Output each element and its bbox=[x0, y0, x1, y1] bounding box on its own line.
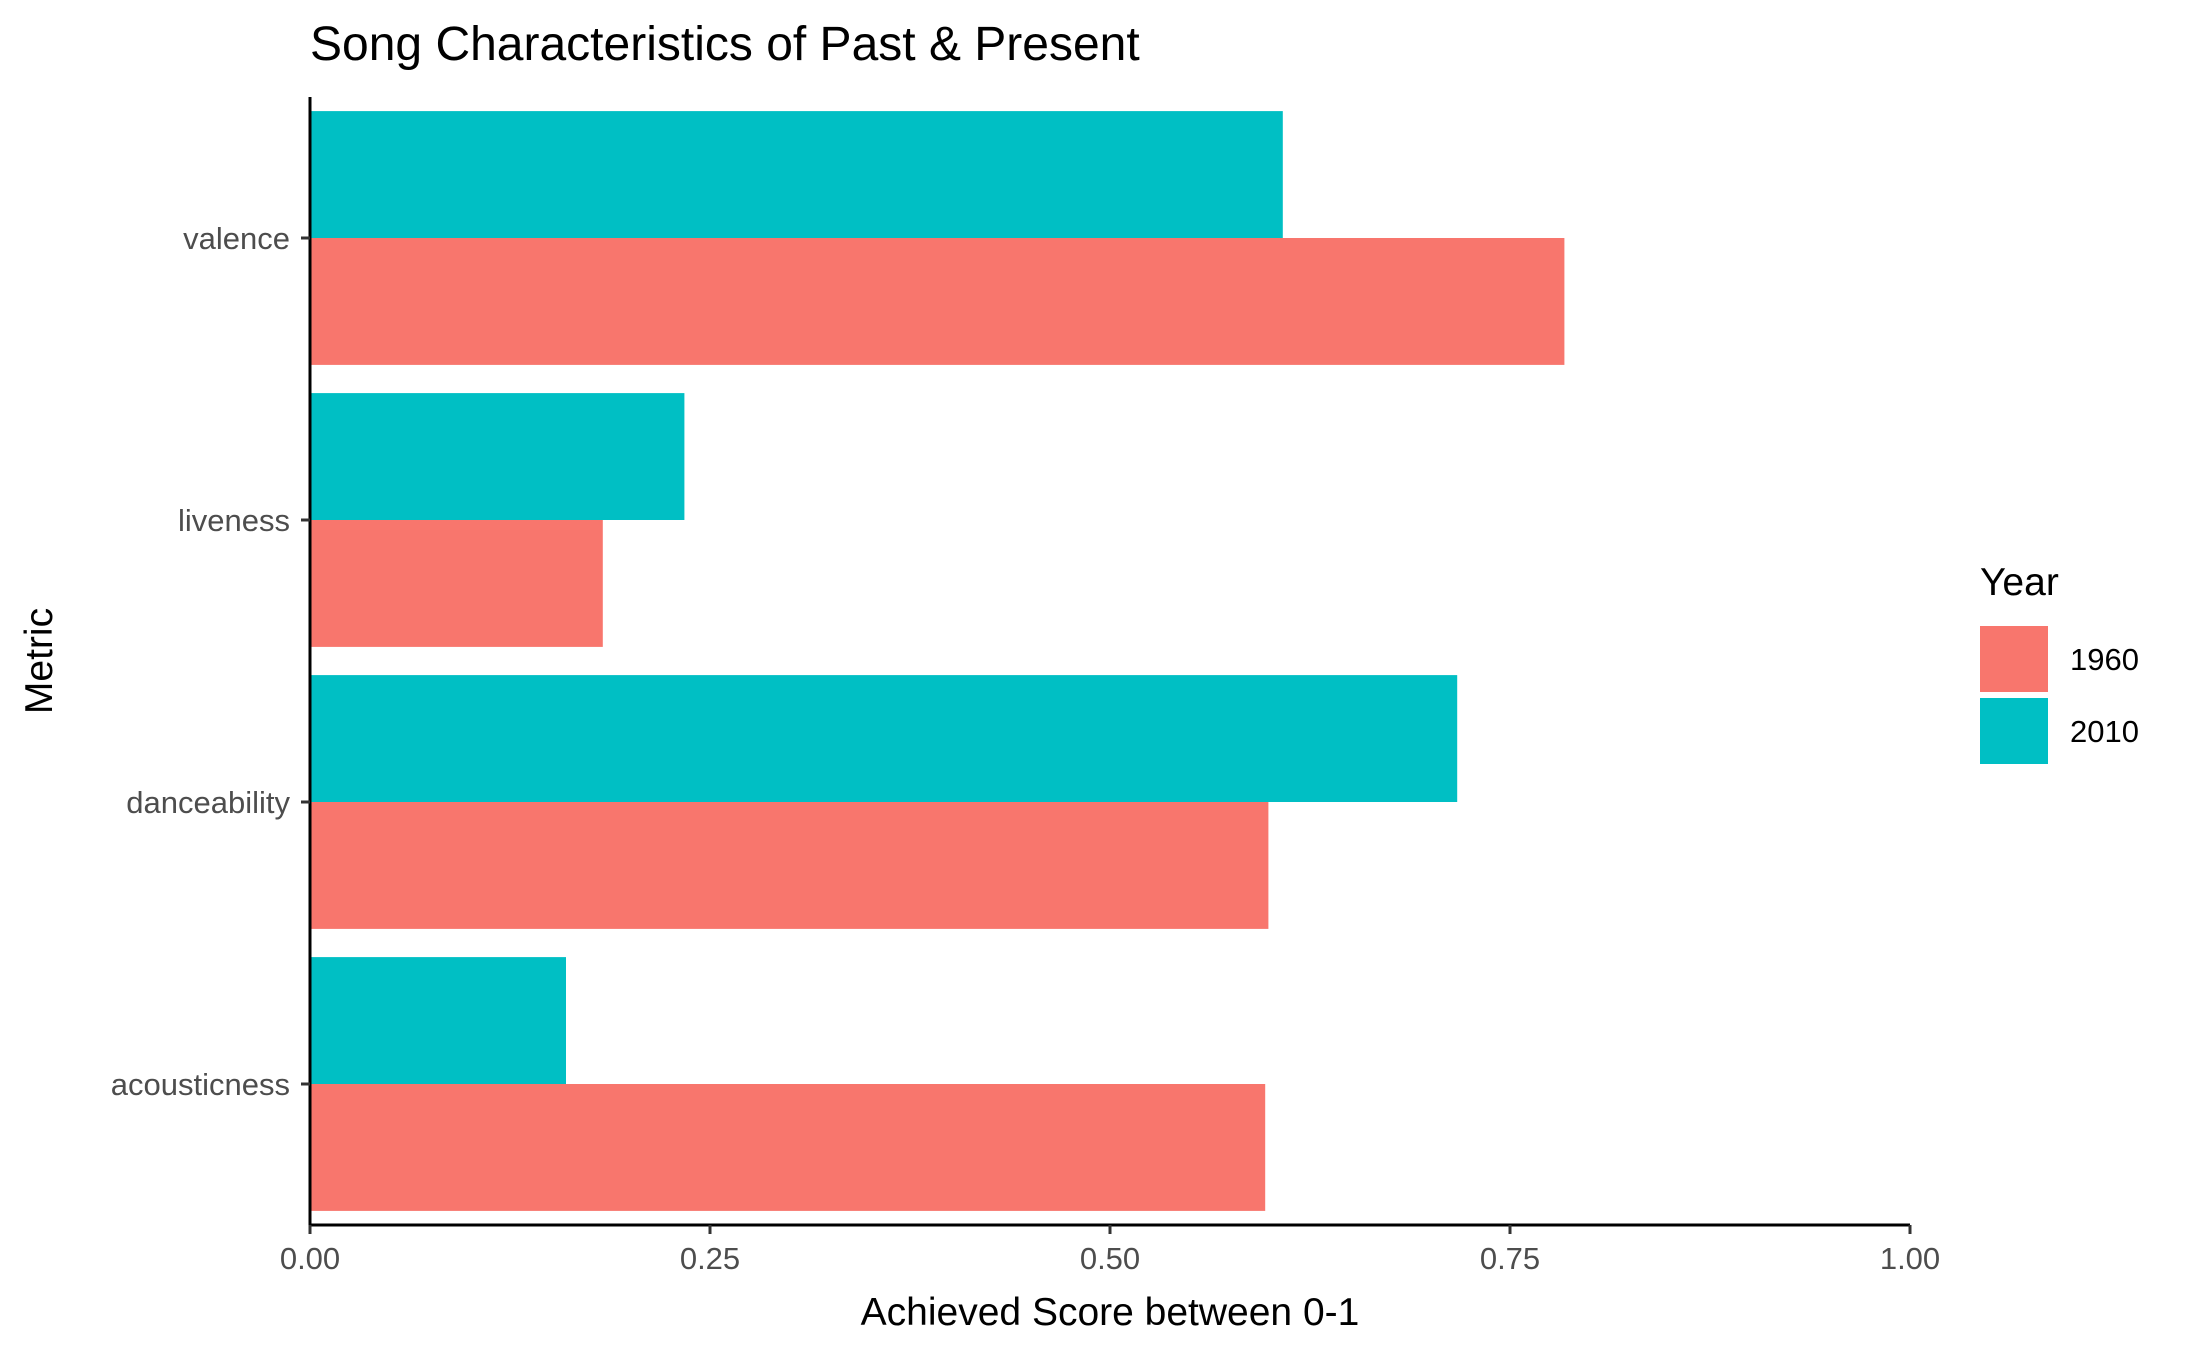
x-tick-label: 0.00 bbox=[280, 1241, 340, 1276]
bar-2010-liveness bbox=[310, 393, 685, 520]
bar-1960-danceability bbox=[310, 802, 1269, 929]
bar-1960-liveness bbox=[310, 520, 603, 647]
legend: Year 1960 2010 bbox=[1980, 561, 2139, 764]
bar-1960-acousticness bbox=[310, 1084, 1266, 1211]
legend-key-2010 bbox=[1980, 698, 2048, 764]
x-tick-label: 0.50 bbox=[1080, 1241, 1140, 1276]
bars-layer bbox=[310, 111, 1565, 1211]
x-axis-title: Achieved Score between 0-1 bbox=[861, 1291, 1360, 1334]
y-tick-label: acousticness bbox=[111, 1067, 290, 1102]
legend-title: Year bbox=[1980, 561, 2059, 604]
legend-entries: 1960 2010 bbox=[1980, 626, 2139, 764]
y-axis-ticks: acousticness danceability liveness valence bbox=[111, 221, 310, 1102]
x-tick-label: 1.00 bbox=[1880, 1241, 1940, 1276]
x-tick-label: 0.75 bbox=[1480, 1241, 1540, 1276]
x-tick-label: 0.25 bbox=[680, 1241, 740, 1276]
chart-title: Song Characteristics of Past & Present bbox=[310, 18, 1140, 71]
bar-2010-danceability bbox=[310, 675, 1458, 802]
legend-label-2010: 2010 bbox=[2070, 714, 2139, 749]
bar-2010-acousticness bbox=[310, 957, 566, 1084]
bar-1960-valence bbox=[310, 238, 1565, 365]
bar-2010-valence bbox=[310, 111, 1283, 238]
y-tick-label: danceability bbox=[126, 785, 290, 820]
y-tick-label: valence bbox=[183, 221, 290, 256]
x-axis-ticks: 0.00 0.25 0.50 0.75 1.00 bbox=[280, 1225, 1940, 1276]
y-axis-title: Metric bbox=[18, 608, 61, 714]
legend-label-1960: 1960 bbox=[2070, 642, 2139, 677]
legend-key-1960 bbox=[1980, 626, 2048, 692]
y-tick-label: liveness bbox=[178, 503, 290, 538]
